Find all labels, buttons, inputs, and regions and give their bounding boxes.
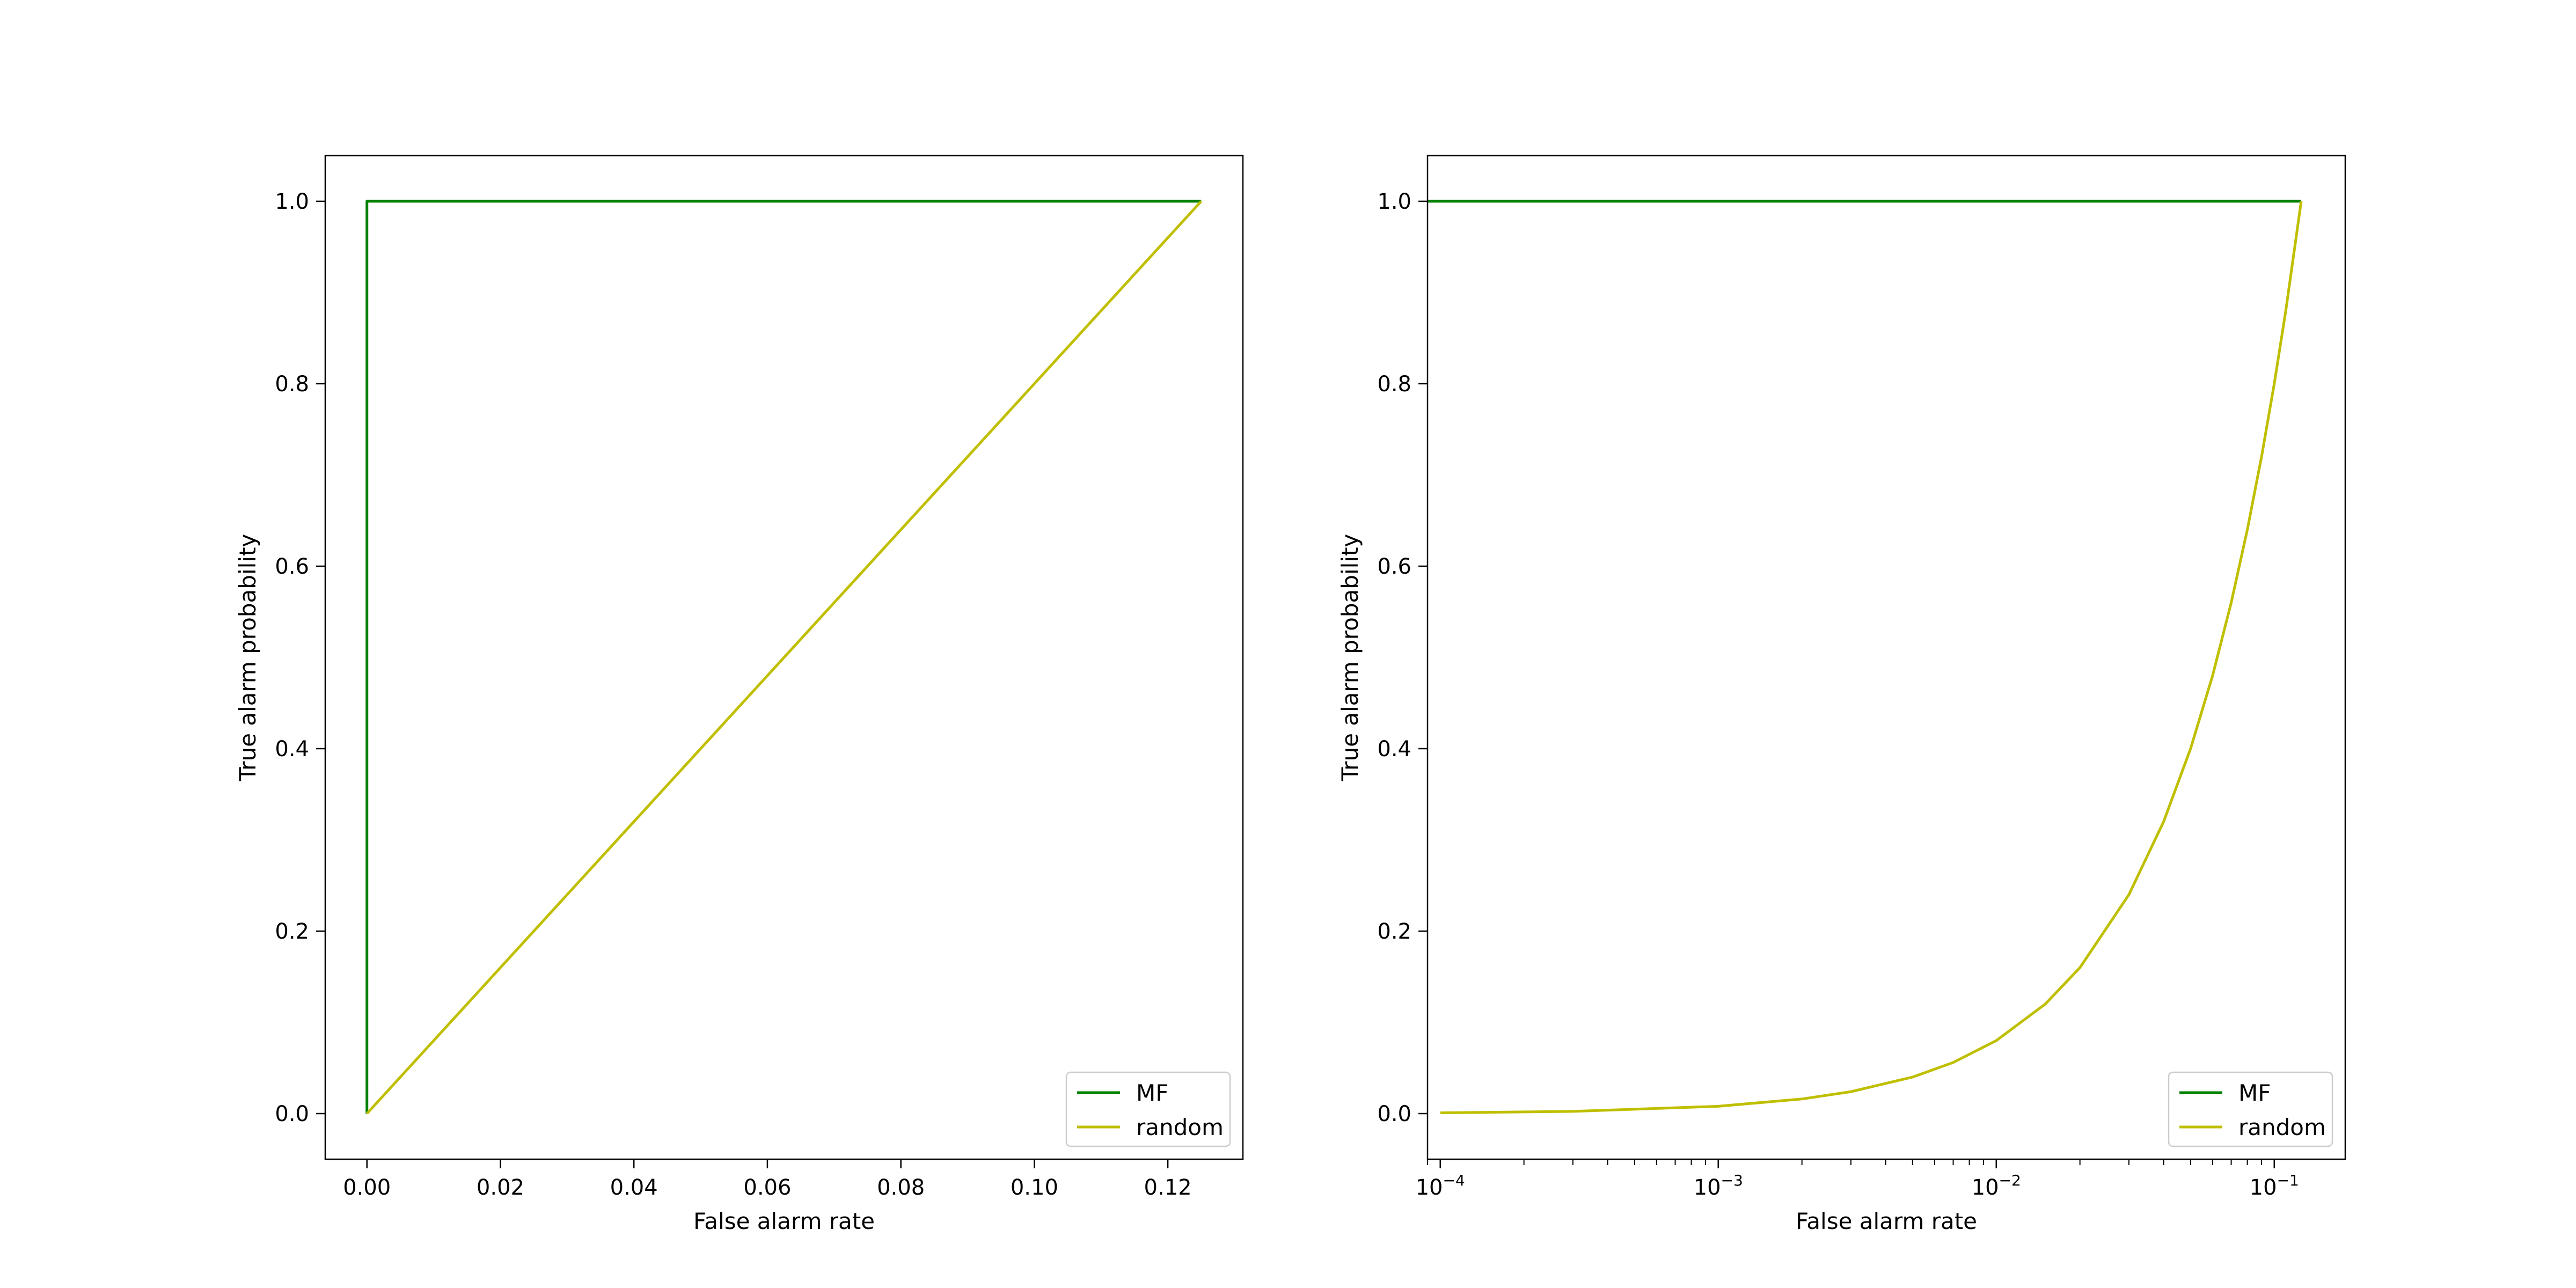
x-tick-label: 0.10 [1011,1175,1058,1200]
x-tick-label: 10−3 [1694,1172,1743,1200]
left-plot-panel: 0.00 0.02 0.04 0.06 0.08 0.10 0.12 0.0 0.2 0.4 0.6… [235,155,1244,1234]
legend-label-mf: MF [2238,1080,2271,1106]
series-line-random [1440,201,2303,1115]
y-axis-label: True alarm probability [1337,534,1363,782]
x-tick-label: 10−1 [2250,1172,2299,1200]
y-tick-label: 0.8 [1377,372,1411,397]
y-tick-label: 0.6 [1377,554,1411,579]
y-tick-label: 1.0 [1377,189,1411,214]
x-tick-label: 0.02 [477,1175,524,1200]
plot-frame [1426,155,2346,1160]
x-axis-label: False alarm rate [1796,1208,1977,1234]
y-tick-label: 0.8 [275,372,309,397]
y-tick-label: 0.2 [275,919,309,944]
x-tick-label-base: 10 [2250,1175,2277,1200]
x-tick-label-base: 10 [1694,1175,1721,1200]
y-tick-label: 0.2 [1377,919,1411,944]
x-tick-label: 10−4 [1416,1172,1465,1200]
x-axis-label: False alarm rate [693,1208,875,1234]
x-tick-label-base: 10 [1972,1175,1999,1200]
plot-frame [324,155,1244,1160]
x-tick-label-exponent: −1 [2277,1172,2299,1189]
x-tick-label: 10−2 [1972,1172,2021,1200]
x-tick-label: 0.12 [1144,1175,1192,1200]
x-tick-label-base: 10 [1416,1175,1443,1200]
legend-label-random: random [2238,1114,2326,1140]
legend: MF random [2168,1071,2333,1147]
y-axis-label: True alarm probability [235,534,261,782]
x-tick-label: 0.06 [743,1175,791,1200]
legend-label-random: random [1136,1114,1224,1140]
x-tick-label: 0.08 [877,1175,925,1200]
x-tick-label-exponent: −2 [1999,1172,2021,1189]
x-tick-label-exponent: −4 [1443,1172,1465,1189]
x-tick-label-exponent: −3 [1721,1172,1743,1189]
y-tick-label: 0.0 [275,1102,309,1126]
legend: MF random [1065,1071,1231,1147]
y-tick-label: 0.4 [275,737,309,762]
legend-label-mf: MF [1136,1080,1168,1106]
y-tick-label: 0.6 [275,554,309,579]
y-tick-label: 0.0 [1377,1102,1411,1126]
series-line-random [365,200,1203,1115]
x-tick-label: 0.00 [343,1175,391,1200]
y-tick-label: 1.0 [275,189,309,214]
right-plot-panel: 10−4 10−3 10−2 10−10.00.20.40.60.81.0False … [1337,155,2346,1234]
y-tick-label: 0.4 [1377,737,1411,762]
x-tick-label: 0.04 [610,1175,658,1200]
series-line-mf [365,200,1202,1114]
